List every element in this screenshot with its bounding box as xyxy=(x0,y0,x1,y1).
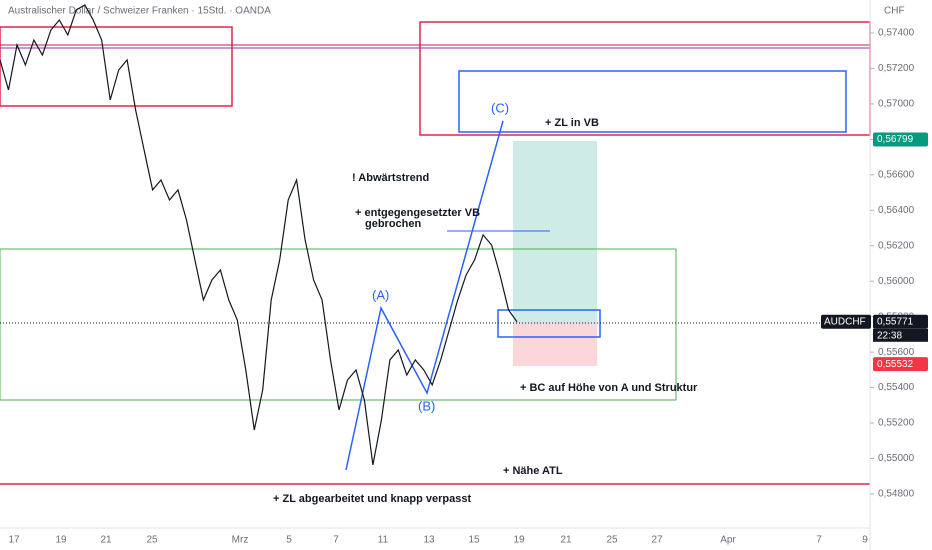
price-marker-label: 0,56799 xyxy=(877,134,914,145)
price-marker xyxy=(873,132,928,147)
annotation: + BC auf Höhe von A und Struktur xyxy=(520,382,698,394)
annotation: + ZL abgearbeitet und knapp verpasst xyxy=(273,493,471,505)
countdown-tag xyxy=(873,328,928,342)
y-tick-label: 0,55200 xyxy=(878,418,915,429)
annotation: + Nähe ATL xyxy=(503,465,563,477)
y-tick-label: 0,57400 xyxy=(878,28,915,39)
symbol-tag xyxy=(821,314,871,329)
y-tick-label: 0,54800 xyxy=(878,489,915,500)
y-tick-label: 0,56000 xyxy=(878,276,915,287)
x-tick-label: 13 xyxy=(423,535,435,546)
price-series xyxy=(0,4,518,466)
y-tick-label: 0,57200 xyxy=(878,63,915,74)
x-tick-label: 19 xyxy=(55,535,67,546)
blue-zone xyxy=(458,70,847,133)
x-tick-label: 21 xyxy=(560,535,572,546)
annotation: + entgegengesetzter VB xyxy=(355,207,480,219)
annotation: (C) xyxy=(491,100,509,115)
x-tick-label: Apr xyxy=(720,535,736,546)
x-tick-label: 27 xyxy=(651,535,663,546)
abc-wave xyxy=(345,120,504,471)
x-tick-label: 7 xyxy=(333,535,339,546)
annotation: gebrochen xyxy=(365,218,422,230)
annotation: (B) xyxy=(418,398,435,413)
price-marker xyxy=(873,357,928,372)
currency: CHF xyxy=(884,6,905,17)
x-tick-label: 25 xyxy=(146,535,158,546)
x-tick-label: 19 xyxy=(513,535,525,546)
x-tick-label: Mrz xyxy=(232,535,249,546)
red-zone xyxy=(419,21,871,136)
annotation: + ZL in VB xyxy=(545,117,599,129)
x-tick-label: 5 xyxy=(286,535,292,546)
chart-title: Australischer Dollar / Schweizer Franken… xyxy=(8,6,271,17)
y-tick-label: 0,56600 xyxy=(878,169,915,180)
y-tick-label: 0,56400 xyxy=(878,205,915,216)
x-tick-label: 25 xyxy=(606,535,618,546)
y-tick-label: 0,57000 xyxy=(878,99,915,110)
annotation: ! Abwärtstrend xyxy=(352,172,429,184)
y-tick-label: 0,55000 xyxy=(878,453,915,464)
price-marker xyxy=(873,314,928,329)
x-tick-label: 15 xyxy=(468,535,480,546)
annotation: (A) xyxy=(372,287,389,302)
red-zone xyxy=(0,26,233,107)
x-tick-label: 21 xyxy=(100,535,112,546)
countdown-label: 22:38 xyxy=(877,330,902,341)
y-tick-label: 0,55400 xyxy=(878,382,915,393)
stop-zone xyxy=(513,323,597,366)
target-zone xyxy=(513,141,597,323)
price-marker-label: 0,55532 xyxy=(877,359,914,370)
x-tick-label: 17 xyxy=(8,535,20,546)
symbol-label: AUDCHF xyxy=(824,316,866,327)
y-tick-label: 0,55600 xyxy=(878,347,915,358)
price-marker-label: 0,55771 xyxy=(877,316,914,327)
x-tick-label: 11 xyxy=(378,535,389,546)
y-tick-label: 0,56200 xyxy=(878,240,915,251)
x-tick-label: 7 xyxy=(816,535,822,546)
green-zone xyxy=(0,248,677,401)
x-tick-label: 9 xyxy=(862,535,868,546)
